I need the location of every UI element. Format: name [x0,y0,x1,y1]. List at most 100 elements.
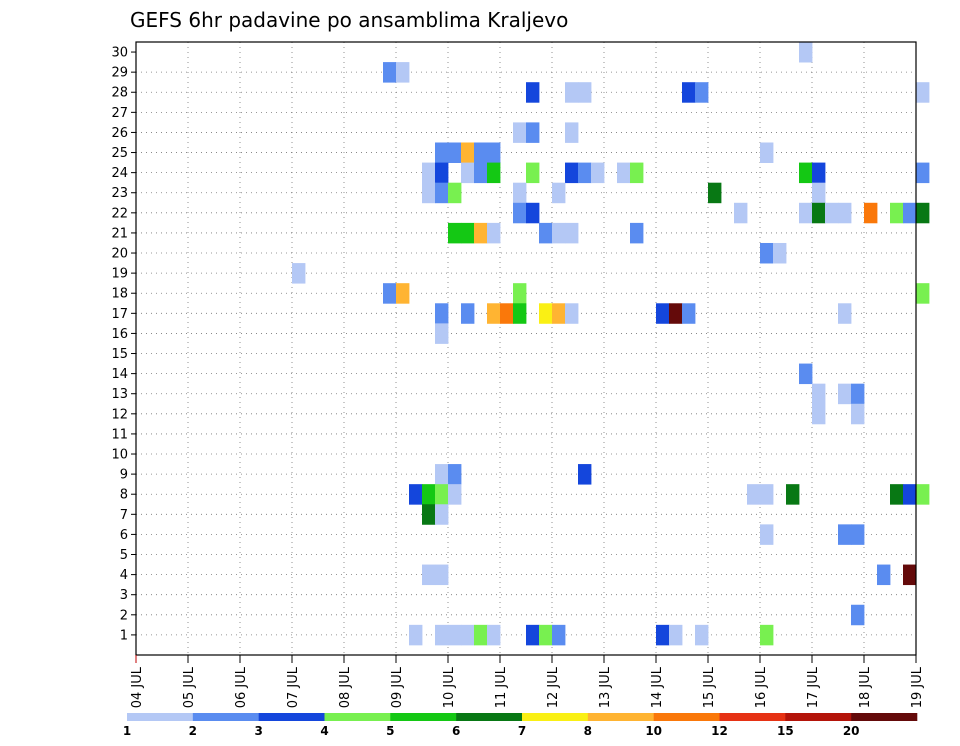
heatmap-cell [448,464,462,485]
heatmap-cell [552,303,566,324]
heatmap-cell [513,303,527,324]
heatmap-cell [292,263,306,284]
heatmap-cell [552,182,566,204]
heatmap-cell [565,303,579,324]
heatmap-cell [773,242,787,264]
heatmap-cell [903,564,917,586]
heatmap-cell [539,303,553,324]
x-tick-label: 10 JUL [442,666,457,708]
heatmap-cell [812,162,826,184]
heatmap-cell [734,202,748,224]
heatmap-cell [708,182,722,204]
heatmap-cell [409,624,423,646]
y-tick-label: 30 [111,46,128,61]
heatmap-cell [435,323,449,344]
heatmap-cell [630,162,644,184]
legend-swatch [587,713,654,721]
heatmap-cell [916,484,930,505]
heatmap-cell [422,564,436,586]
legend-swatch [785,713,852,721]
heatmap-cell [747,484,761,505]
x-tick-label: 05 JUL [182,666,197,708]
heatmap-cell [435,624,449,646]
heatmap-cell [838,202,852,224]
y-tick-label: 5 [120,548,128,563]
legend-label: 15 [777,724,794,738]
heatmap-cell [890,202,904,224]
legend-label: 4 [320,724,328,738]
heatmap-cell [812,383,826,405]
y-tick-label: 7 [120,508,128,523]
heatmap-cell [396,62,410,83]
x-tick-label: 16 JUL [754,666,769,708]
heatmap-cell [487,303,501,324]
heatmap-cell [396,283,410,304]
heatmap-cell [435,182,449,204]
heatmap-cell [461,624,475,646]
legend-label: 10 [645,724,662,738]
heatmap-cell [448,222,462,244]
heatmap-cell [760,484,774,505]
y-tick-label: 8 [120,488,128,503]
heatmap-cell [513,182,527,204]
chart-title: GEFS 6hr padavine po ansamblima Kraljevo [130,8,568,32]
heatmap-cell [812,202,826,224]
legend-label: 6 [452,724,460,738]
legend-swatch [456,713,523,721]
legend-label: 20 [843,724,860,738]
heatmap-cell [890,484,904,505]
legend-label: 3 [254,724,262,738]
legend-label: 5 [386,724,394,738]
heatmap-cell [526,202,540,224]
y-tick-label: 26 [111,126,128,141]
heatmap-cell [565,162,579,184]
y-tick-label: 24 [111,166,128,181]
legend-swatch [258,713,325,721]
heatmap-cell [851,604,865,626]
x-tick-label: 17 JUL [806,666,821,708]
heatmap-cell [812,182,826,204]
heatmap-cell [851,383,865,405]
heatmap-cell [916,162,930,184]
x-tick-label: 04 JUL [130,666,145,708]
legend-label: 8 [584,724,592,738]
heatmap-cell [422,484,436,505]
heatmap-cell [617,162,631,184]
heatmap-cell [487,162,501,184]
legend-swatch [719,713,786,721]
heatmap-cell [526,162,540,184]
x-tick-label: 11 JUL [494,666,509,708]
y-tick-label: 28 [111,86,128,101]
heatmap-cell [435,564,449,586]
x-tick-label: 06 JUL [234,666,249,708]
heatmap-cell [877,564,891,586]
y-tick-label: 29 [111,66,128,81]
heatmap-cell [487,222,501,244]
legend-swatch [127,713,194,721]
heatmap-cell [474,624,488,646]
y-tick-label: 1 [120,628,128,643]
heatmap-cell [682,82,696,103]
x-tick-label: 08 JUL [338,666,353,708]
heatmap-cell [513,122,527,143]
heatmap-cell [435,504,449,525]
heatmap-cell [409,484,423,505]
heatmap-cell [435,484,449,505]
y-tick-label: 4 [120,568,128,583]
heatmap-cell [487,624,501,646]
heatmap-cell [695,624,709,646]
y-tick-label: 20 [111,247,128,262]
heatmap-cell [435,303,449,324]
x-tick-label: 12 JUL [546,666,561,708]
heatmap-cell [838,303,852,324]
heatmap-cell [539,624,553,646]
y-tick-label: 16 [111,327,128,342]
heatmap-cell [539,222,553,244]
legend-swatch [522,713,589,721]
x-tick-label: 18 JUL [858,666,873,708]
y-tick-label: 10 [111,448,128,463]
heatmap-cell [903,484,917,505]
heatmap-cell [461,303,475,324]
y-tick-label: 21 [111,226,128,241]
x-tick-label: 14 JUL [650,666,665,708]
